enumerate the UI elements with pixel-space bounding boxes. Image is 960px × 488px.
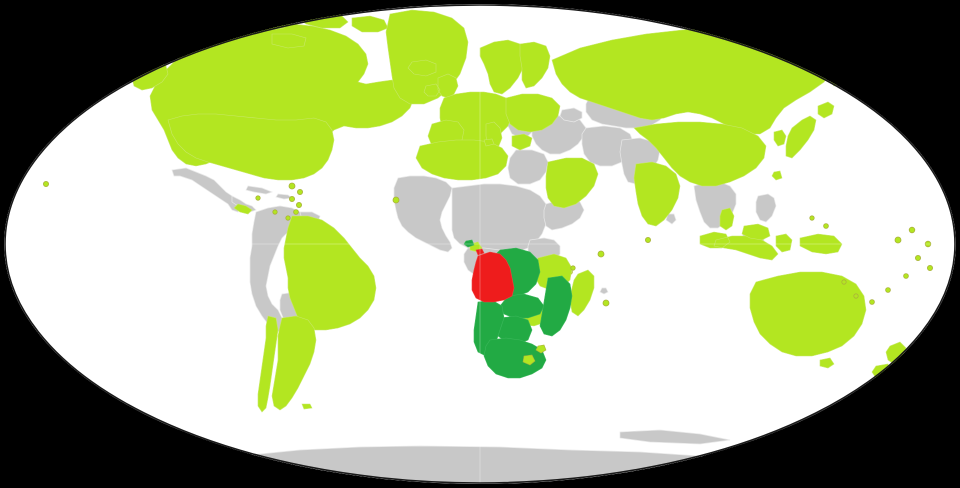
panama-costa-rica xyxy=(233,203,253,215)
sulawesi xyxy=(775,233,793,253)
taiwan-dot xyxy=(771,170,783,181)
china xyxy=(633,121,767,187)
globe-outline xyxy=(4,4,956,484)
mozambique xyxy=(539,275,573,337)
egypt xyxy=(507,149,549,185)
hispaniola xyxy=(275,193,293,200)
uk-ireland xyxy=(423,73,459,99)
finland-baltics xyxy=(519,41,551,89)
borneo-green xyxy=(741,223,771,241)
saudi-arabia xyxy=(545,157,599,209)
falklands-dot xyxy=(301,403,313,410)
madagascar xyxy=(569,269,595,317)
light-green-landmasses xyxy=(43,9,934,413)
caucasus xyxy=(559,107,583,123)
lesotho xyxy=(522,354,536,366)
malaysia-peninsula xyxy=(719,207,735,231)
united-states xyxy=(167,113,335,181)
mexico xyxy=(171,167,241,213)
angola xyxy=(471,251,515,303)
chile xyxy=(257,315,279,413)
west-africa xyxy=(393,175,453,253)
graticule xyxy=(4,4,956,484)
tunisia-dot xyxy=(483,138,495,147)
sao-tome-and-principe-dot xyxy=(463,239,475,248)
philippines xyxy=(755,193,777,223)
scandinavia xyxy=(479,39,527,95)
eastern-europe xyxy=(505,93,561,133)
korea xyxy=(773,129,787,147)
central-america xyxy=(231,195,257,213)
japan xyxy=(785,101,835,159)
morocco-algeria-libya xyxy=(415,139,509,181)
greece-turkey-edge xyxy=(511,133,533,151)
caribbean-island-dots xyxy=(255,182,303,221)
cuba xyxy=(245,185,274,195)
atlantic-island-dots xyxy=(43,180,400,204)
australia xyxy=(749,271,867,357)
iceland xyxy=(407,59,437,77)
tasmania xyxy=(819,357,835,369)
sri-lanka xyxy=(665,213,677,225)
eswatini xyxy=(535,344,547,354)
argentina xyxy=(271,315,317,411)
madagascar-sea-dot xyxy=(599,287,609,295)
dark-green-landmasses xyxy=(463,239,573,379)
pacific-island-dots xyxy=(809,215,934,305)
south-africa xyxy=(483,337,547,379)
india xyxy=(633,161,681,227)
brazil xyxy=(283,215,377,331)
comoros-dot xyxy=(570,265,576,271)
